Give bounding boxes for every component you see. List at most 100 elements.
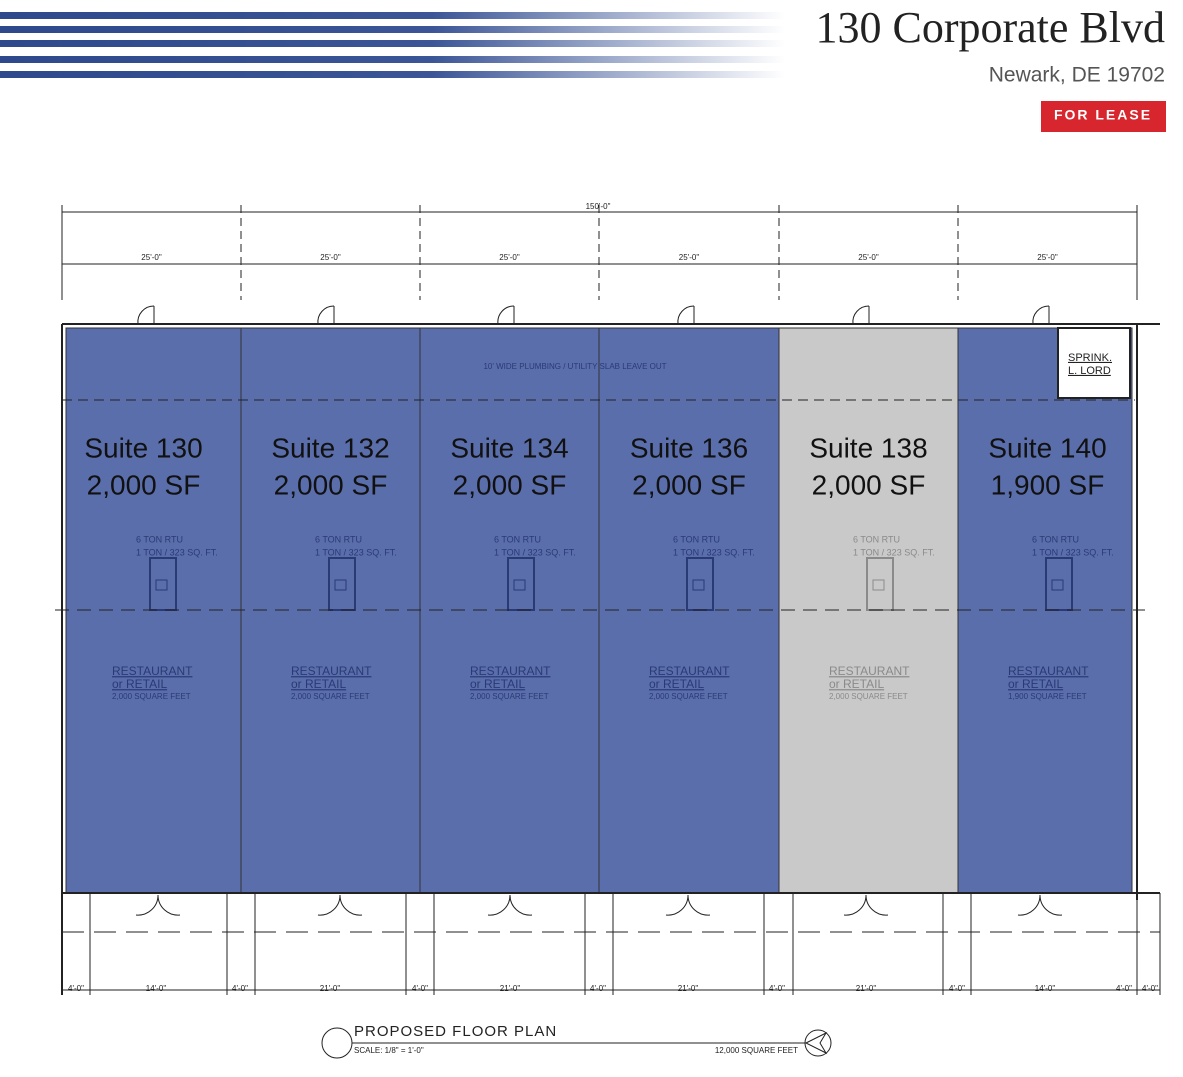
bay-dimension: 25'-0" xyxy=(679,253,700,262)
suite-area-label: 2,000 SF xyxy=(453,469,567,500)
header-stripes xyxy=(0,12,785,78)
north-arrow xyxy=(804,1029,832,1057)
door xyxy=(317,305,335,325)
suite-area-label: 1,900 SF xyxy=(991,469,1105,500)
bottom-dimension: 14'-0" xyxy=(146,984,167,993)
door xyxy=(665,894,711,916)
use-note: RESTAURANT xyxy=(1008,664,1089,678)
door xyxy=(1032,305,1050,325)
suite-name: Suite 134 xyxy=(450,432,568,463)
size-note: 1,900 SQUARE FEET xyxy=(1008,692,1087,701)
use-note: or RETAIL xyxy=(649,677,704,691)
rtu-note: 6 TON RTU xyxy=(853,534,900,544)
rtu-box xyxy=(692,579,705,591)
bottom-dimension: 21'-0" xyxy=(320,984,341,993)
rtu-box xyxy=(872,579,885,591)
bottom-dimension: 4'-0" xyxy=(232,984,248,993)
rtu-note: 6 TON RTU xyxy=(494,534,541,544)
rtu-note: 1 TON / 323 SQ. FT. xyxy=(853,547,935,557)
rtu-note: 6 TON RTU xyxy=(673,534,720,544)
suite-area-label: 2,000 SF xyxy=(632,469,746,500)
rtu-note: 1 TON / 323 SQ. FT. xyxy=(136,547,218,557)
bottom-dimension: 21'-0" xyxy=(678,984,699,993)
door xyxy=(487,894,533,916)
rtu-note: 6 TON RTU xyxy=(1032,534,1079,544)
bottom-dimension: 4'-0" xyxy=(412,984,428,993)
size-note: 2,000 SQUARE FEET xyxy=(829,692,908,701)
sprinkler-room xyxy=(1057,327,1131,399)
use-note: RESTAURANT xyxy=(470,664,551,678)
bottom-dimension: 4'-0" xyxy=(68,984,84,993)
rtu-note: 6 TON RTU xyxy=(315,534,362,544)
rtu-note: 1 TON / 323 SQ. FT. xyxy=(673,547,755,557)
property-title: 130 Corporate Blvd xyxy=(815,3,1165,52)
rtu-box xyxy=(334,579,347,591)
use-note: RESTAURANT xyxy=(112,664,193,678)
bottom-dimension: 4'-0" xyxy=(949,984,965,993)
size-note: 2,000 SQUARE FEET xyxy=(112,692,191,701)
use-note: or RETAIL xyxy=(1008,677,1063,691)
suite-name: Suite 130 xyxy=(84,432,202,463)
suite-area-label: 2,000 SF xyxy=(812,469,926,500)
suite-name: Suite 136 xyxy=(630,432,748,463)
rtu-note: 1 TON / 323 SQ. FT. xyxy=(1032,547,1114,557)
badge xyxy=(1041,101,1166,132)
badge-text: FOR LEASE xyxy=(1054,107,1152,123)
door xyxy=(137,305,155,325)
rtu-box xyxy=(1051,579,1064,591)
plan-title: PROPOSED FLOOR PLAN xyxy=(354,1023,557,1040)
bottom-dimension: 21'-0" xyxy=(856,984,877,993)
bay-dimension: 25'-0" xyxy=(1037,253,1058,262)
bottom-dimension: 14'-0" xyxy=(1035,984,1056,993)
plan-area: 12,000 SQUARE FEET xyxy=(715,1046,798,1055)
rtu-box xyxy=(155,579,168,591)
bottom-dimension: 4'-0" xyxy=(590,984,606,993)
slab-note: 10' WIDE PLUMBING / UTILITY SLAB LEAVE O… xyxy=(483,362,666,371)
door xyxy=(135,894,181,916)
size-note: 2,000 SQUARE FEET xyxy=(470,692,549,701)
size-note: 2,000 SQUARE FEET xyxy=(649,692,728,701)
north-arrow-head xyxy=(804,1031,828,1055)
bay-dimension: 25'-0" xyxy=(499,253,520,262)
suite-name: Suite 140 xyxy=(988,432,1106,463)
use-note: RESTAURANT xyxy=(649,664,730,678)
bay-dimension: 25'-0" xyxy=(141,253,162,262)
bottom-dimension: 4'-0" xyxy=(1116,984,1132,993)
door xyxy=(1017,894,1063,916)
door xyxy=(852,305,870,325)
use-note: or RETAIL xyxy=(112,677,167,691)
door xyxy=(843,894,889,916)
suite-area-label: 2,000 SF xyxy=(274,469,388,500)
suite-area-label: 2,000 SF xyxy=(87,469,201,500)
rtu-unit xyxy=(149,557,177,611)
bottom-dimension: 4'-0" xyxy=(1142,984,1158,993)
size-note: 2,000 SQUARE FEET xyxy=(291,692,370,701)
rtu-box xyxy=(513,579,526,591)
suite-name: Suite 132 xyxy=(271,432,389,463)
plan: Suite 130 2,000 SF 6 TON RTU 1 TON / 323 SQ… xyxy=(55,202,1161,1059)
room-label: L. LORD xyxy=(1068,365,1111,377)
use-note: or RETAIL xyxy=(291,677,346,691)
use-note: RESTAURANT xyxy=(829,664,910,678)
address: Newark, DE 19702 xyxy=(989,64,1165,87)
rtu-note: 6 TON RTU xyxy=(136,534,183,544)
use-note: RESTAURANT xyxy=(291,664,372,678)
door xyxy=(497,305,515,325)
room-label: SPRINK. xyxy=(1068,352,1112,364)
plan-scale: SCALE: 1/8" = 1'-0" xyxy=(354,1046,424,1055)
bay-dimension: 25'-0" xyxy=(858,253,879,262)
rtu-note: 1 TON / 323 SQ. FT. xyxy=(494,547,576,557)
title-bubble xyxy=(321,1027,353,1059)
bay-dimension: 25'-0" xyxy=(320,253,341,262)
door xyxy=(317,894,363,916)
door xyxy=(677,305,695,325)
rtu-note: 1 TON / 323 SQ. FT. xyxy=(315,547,397,557)
bottom-dimension: 4'-0" xyxy=(769,984,785,993)
use-note: or RETAIL xyxy=(829,677,884,691)
bottom-dimension: 21'-0" xyxy=(500,984,521,993)
use-note: or RETAIL xyxy=(470,677,525,691)
overall-dimension: 150'-0" xyxy=(586,202,611,211)
suite-name: Suite 138 xyxy=(809,432,927,463)
